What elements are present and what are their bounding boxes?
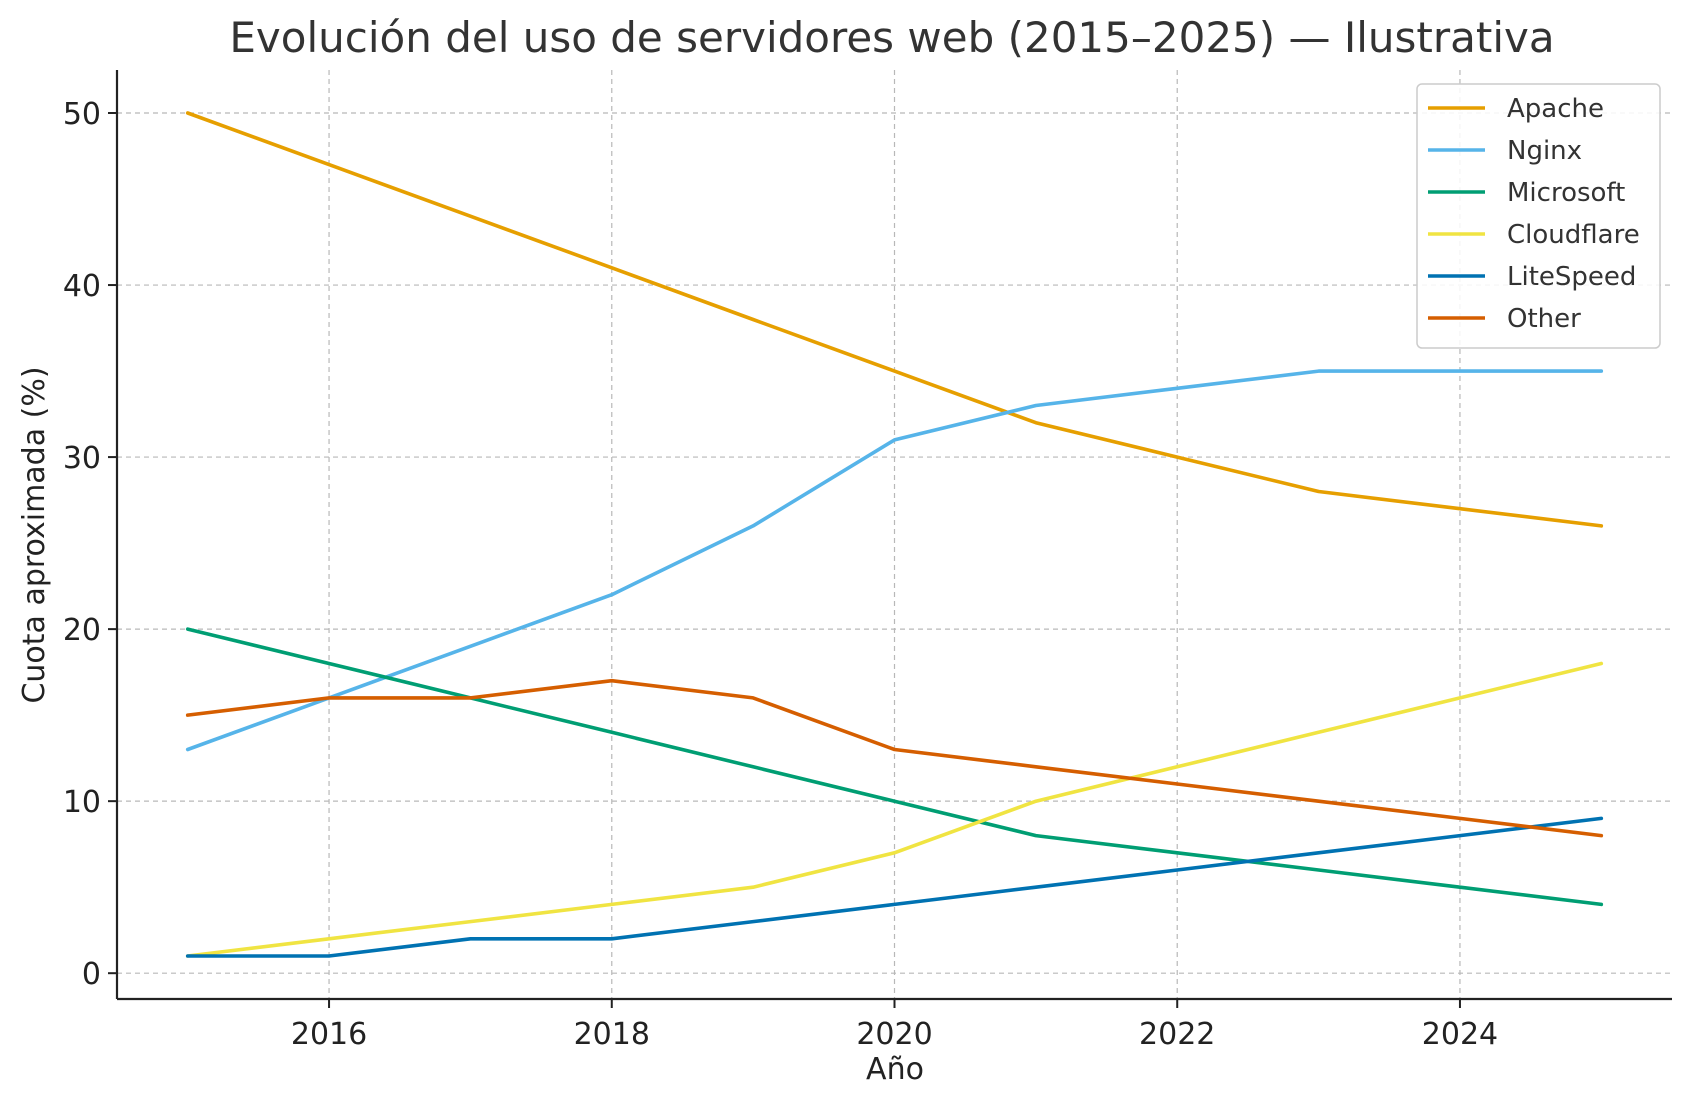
y-tick-label: 40: [63, 269, 101, 304]
y-tick-label: 10: [63, 785, 101, 820]
x-axis-label: Año: [866, 1052, 924, 1087]
x-tick-label: 2016: [291, 1017, 367, 1052]
y-axis-label: Cuota aproximada (%): [17, 366, 52, 703]
legend-label-nginx: Nginx: [1507, 136, 1582, 166]
legend-label-litespeed: LiteSpeed: [1507, 262, 1636, 292]
series-line-microsoft: [185, 627, 1604, 907]
y-tick-label: 50: [63, 97, 101, 132]
chart-title: Evolución del uso de servidores web (201…: [229, 13, 1554, 62]
series-line-cloudflare: [185, 661, 1604, 958]
tick-labels: 2016 2018 2020 2022 2024 0 10 20 30 40 50: [63, 97, 1498, 1052]
series-line-nginx: [185, 369, 1604, 752]
series-lines: [185, 111, 1604, 958]
legend-label-cloudflare: Cloudflare: [1507, 220, 1640, 250]
x-tick-label: 2018: [574, 1017, 650, 1052]
series-line-other: [185, 678, 1604, 838]
legend-label-apache: Apache: [1507, 94, 1604, 124]
x-tick-label: 2022: [1139, 1017, 1215, 1052]
y-tick-label: 0: [82, 957, 101, 992]
legend-label-microsoft: Microsoft: [1507, 178, 1625, 208]
series-line-apache: [185, 111, 1604, 528]
legend-label-other: Other: [1507, 304, 1581, 334]
x-tick-label: 2024: [1422, 1017, 1498, 1052]
x-tick-label: 2020: [856, 1017, 932, 1052]
y-tick-label: 20: [63, 613, 101, 648]
legend: Apache Nginx Microsoft Cloudflare LiteSpeed O…: [1416, 83, 1661, 349]
y-tick-label: 30: [63, 441, 101, 476]
axes: [108, 70, 1672, 1008]
series-line-litespeed: [185, 816, 1604, 958]
